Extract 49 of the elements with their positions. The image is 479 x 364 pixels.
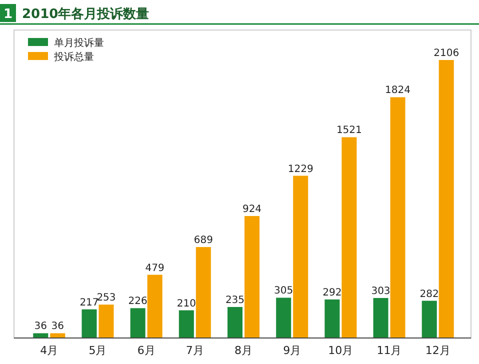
x-tick-label: 8月 — [234, 344, 252, 357]
legend-label: 投诉总量 — [53, 51, 94, 63]
x-tick-label: 11月 — [376, 344, 402, 357]
data-label: 282 — [420, 288, 439, 300]
data-label: 1521 — [336, 125, 362, 136]
bar — [276, 298, 292, 338]
text: 1 — [3, 7, 13, 22]
data-label: 36 — [34, 321, 48, 332]
data-label: 305 — [274, 286, 294, 297]
bar — [82, 309, 97, 338]
bar — [373, 298, 388, 338]
bar — [130, 308, 146, 338]
bar — [98, 304, 114, 338]
bar — [244, 216, 260, 338]
x-tick-label: 9月 — [283, 344, 302, 357]
bar — [50, 333, 66, 338]
bar — [324, 299, 340, 338]
x-tick-label: 7月 — [186, 344, 204, 357]
x-tick-label: 5月 — [88, 344, 107, 357]
bar — [422, 300, 437, 338]
bar — [342, 137, 357, 338]
data-label: 1229 — [288, 164, 314, 175]
data-label: 2106 — [434, 48, 460, 59]
x-tick-label: 10月 — [328, 344, 354, 357]
data-label: 235 — [225, 294, 245, 306]
bar — [196, 247, 211, 338]
bar — [293, 176, 308, 338]
data-label: 479 — [145, 262, 164, 274]
data-label: 292 — [322, 287, 342, 298]
legend-label: 单月投诉量 — [54, 37, 104, 49]
data-label: 303 — [371, 286, 390, 298]
data-label: 210 — [176, 298, 196, 310]
bar — [147, 274, 162, 338]
bar — [390, 97, 406, 338]
data-label: 924 — [242, 204, 262, 216]
chart-title: 2010年各月投诉数量 — [22, 6, 150, 22]
x-tick-label: 4月 — [40, 344, 58, 357]
x-tick-label: 6月 — [137, 344, 156, 357]
data-label: 217 — [80, 297, 99, 308]
data-label: 689 — [194, 235, 213, 246]
bar — [227, 306, 242, 338]
bar — [33, 333, 48, 338]
data-label: 1824 — [385, 85, 410, 96]
data-label: 226 — [128, 296, 148, 308]
data-label: 253 — [96, 292, 116, 304]
x-tick-label: 12月 — [425, 344, 450, 357]
data-label: 36 — [51, 321, 64, 332]
bar — [438, 60, 454, 338]
bar — [178, 310, 194, 338]
